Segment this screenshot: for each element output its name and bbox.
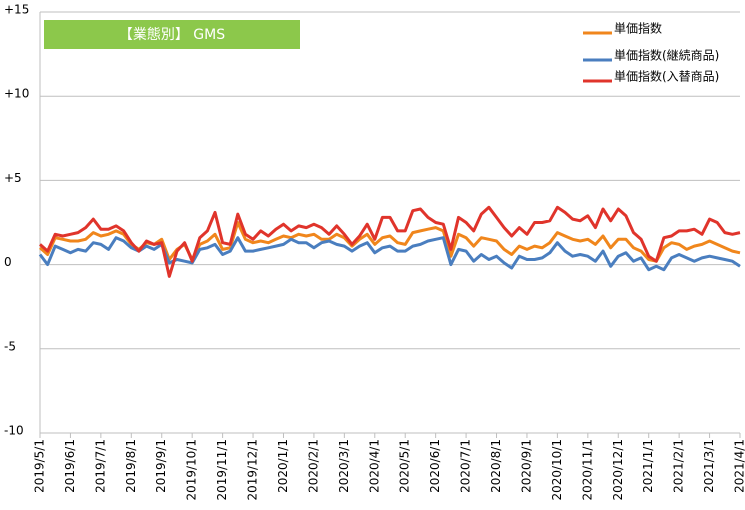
legend-label: 単価指数(入替商品)	[614, 69, 719, 84]
x-tick-label: 2020/9/1	[519, 439, 533, 493]
y-tick-label: +15	[4, 3, 29, 17]
x-tick-label: 2019/6/1	[63, 439, 77, 493]
x-tick-label: 2019/11/1	[215, 439, 229, 501]
x-tick-label: 2019/9/1	[154, 439, 168, 493]
x-tick-label: 2020/4/1	[367, 439, 381, 493]
legend-label: 単価指数(継続商品)	[614, 48, 719, 63]
x-tick-label: 2020/3/1	[337, 439, 351, 493]
y-tick-label: -5	[4, 339, 16, 353]
legend-label: 単価指数	[614, 21, 662, 36]
x-tick-label: 2020/8/1	[489, 439, 503, 493]
x-tick-label: 2020/11/1	[580, 439, 594, 501]
y-tick-label: -10	[4, 424, 24, 438]
x-tick-label: 2021/3/1	[702, 439, 716, 493]
x-tick-label: 2020/7/1	[459, 439, 473, 493]
series-line	[39, 205, 741, 278]
x-tick-label: 2019/7/1	[93, 439, 107, 493]
x-tick-label: 2021/2/1	[672, 439, 686, 493]
x-tick-label: 2020/1/1	[276, 439, 290, 493]
annotation: 【業態別】 GMS	[119, 27, 225, 43]
x-tick-label: 2020/6/1	[428, 439, 442, 493]
y-tick-label: +10	[4, 87, 29, 101]
x-tick-label: 2020/2/1	[306, 439, 320, 493]
x-tick-label: 2020/5/1	[398, 439, 412, 493]
x-tick-label: 2020/10/1	[550, 439, 564, 501]
x-tick-label: 2019/8/1	[124, 439, 138, 493]
x-tick-label: 2020/12/1	[611, 439, 625, 501]
x-tick-label: 2019/5/1	[33, 439, 47, 493]
x-tick-label: 2021/4/1	[733, 439, 745, 493]
y-tick-label: +5	[4, 171, 22, 185]
y-tick-label: 0	[4, 255, 12, 269]
x-tick-label: 2019/10/1	[185, 439, 199, 501]
series-line	[38, 236, 741, 272]
x-tick-label: 2021/1/1	[641, 439, 655, 493]
annotation-box	[44, 20, 300, 49]
x-tick-label: 2019/12/1	[246, 439, 260, 501]
